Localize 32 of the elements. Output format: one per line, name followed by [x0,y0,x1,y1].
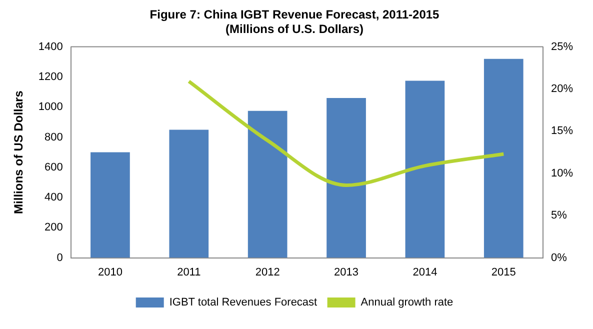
y-tick-label: 600 [44,161,63,174]
bar [248,110,288,258]
y-tick-label: 0 [56,252,63,264]
x-tick-label: 2015 [491,266,516,278]
y-tick-label: 800 [44,131,63,144]
y-tick-label: 1200 [38,70,63,83]
y2-tick-label: 25% [550,40,574,53]
bar [169,130,209,258]
y-axis-title: Millions of US Dollars [12,90,26,214]
x-tick-label: 2014 [412,266,438,278]
x-tick-label: 2010 [98,266,122,278]
bar [90,152,130,258]
chart-subtitle: (Millions of U.S. Dollars) [225,22,364,36]
y-tick-label: 1400 [38,40,63,53]
y2-tick-label: 10% [550,167,574,180]
y2-tick-label: 5% [550,210,568,222]
y2-tick-label: 0% [550,252,568,264]
y2-tick-label: 20% [550,83,574,96]
legend-label: Annual growth rate [360,296,454,309]
y2-tick-label: 15% [550,125,574,138]
bar [326,98,366,258]
x-tick-label: 2011 [177,266,201,278]
bar [405,80,445,258]
legend-label: IGBT total Revenues Forecast [169,296,318,309]
y-tick-label: 400 [44,192,63,204]
x-tick-label: 2012 [255,266,280,278]
x-tick-label: 2013 [334,266,359,278]
y-tick-label: 1000 [38,101,63,114]
y-tick-label: 200 [44,222,63,234]
line-series [187,80,506,187]
chart-title: Figure 7: China IGBT Revenue Forecast, 2011-2015 [150,8,440,22]
bar [484,58,524,258]
